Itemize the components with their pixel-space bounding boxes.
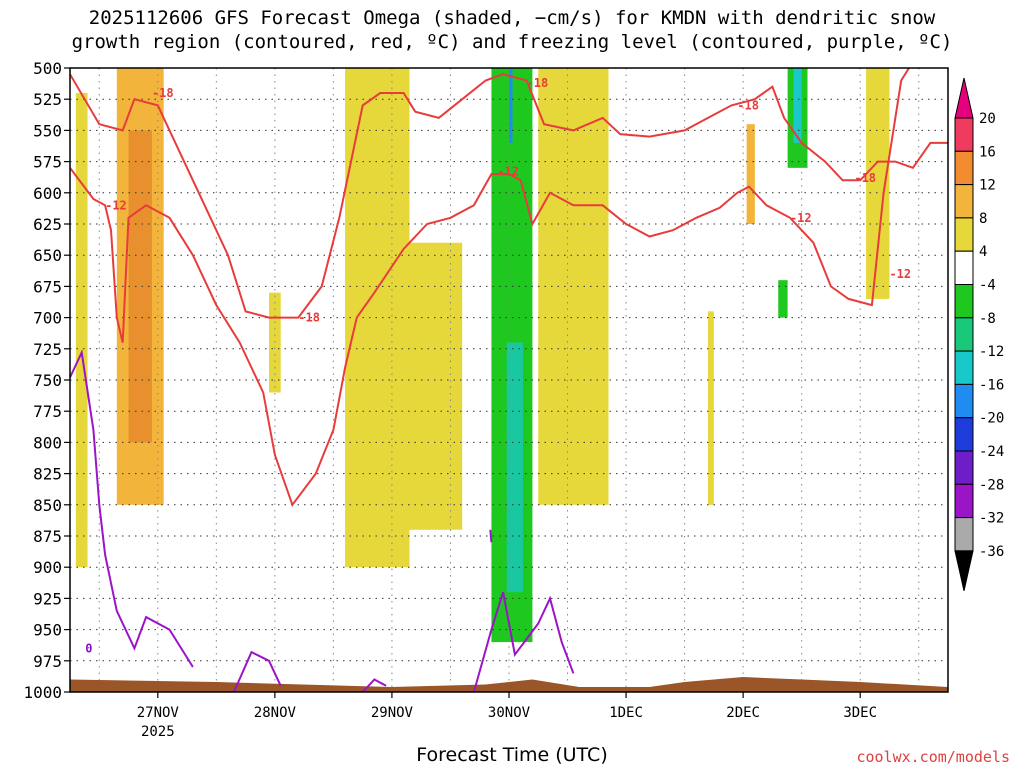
x-tick-label-2DEC: 2DEC <box>726 705 760 721</box>
colorbar-label--24: -24 <box>979 444 1004 460</box>
colorbar-swatch-3 <box>954 217 974 252</box>
colorbar-swatch-1 <box>954 150 974 186</box>
y-tick-label-1000: 1000 <box>23 683 62 702</box>
omega-shade-15 <box>866 68 890 299</box>
x-axis-title: Forecast Time (UTC) <box>416 744 608 766</box>
y-tick-label-950: 950 <box>33 621 62 640</box>
omega-shade-0 <box>75 92 88 568</box>
contour-label--12-0: -12 <box>105 198 127 212</box>
y-tick-label-575: 575 <box>33 153 62 172</box>
colorbar-label-20: 20 <box>979 111 996 127</box>
colorbar-swatch-5 <box>954 284 974 319</box>
omega-shade-14 <box>778 280 788 318</box>
contour-line-0-part-3 <box>489 529 493 543</box>
colorbar-swatch-2 <box>954 184 974 219</box>
colorbar-bottom-arrow <box>954 550 974 592</box>
y-tick-label-500: 500 <box>33 59 62 78</box>
colorbar-label--32: -32 <box>979 511 1004 527</box>
chart-title-line1: 2025112606 GFS Forecast Omega (shaded, −… <box>88 7 936 29</box>
y-tick-label-800: 800 <box>33 433 62 452</box>
y-tick-label-675: 675 <box>33 277 62 296</box>
y-tick-label-700: 700 <box>33 309 62 328</box>
credit-link[interactable]: coolwx.com/models <box>856 748 1010 766</box>
x-tick-label-27NOV: 27NOV <box>137 705 180 721</box>
y-tick-label-625: 625 <box>33 215 62 234</box>
y-tick-label-725: 725 <box>33 340 62 359</box>
contour-line-0-part-1 <box>361 678 387 692</box>
y-tick-label-775: 775 <box>33 402 62 421</box>
y-tick-label-825: 825 <box>33 465 62 484</box>
y-tick-label-525: 525 <box>33 90 62 109</box>
colorbar-swatch-6 <box>954 317 974 352</box>
y-tick-label-975: 975 <box>33 652 62 671</box>
y-tick-label-900: 900 <box>33 558 62 577</box>
omega-shade-13 <box>793 68 802 143</box>
colorbar-label--8: -8 <box>979 311 996 327</box>
contour-label-0-0: 0 <box>85 641 92 655</box>
colorbar-swatch-4 <box>954 250 974 285</box>
omega-shade-3 <box>269 292 281 393</box>
terrain-surface <box>70 677 948 692</box>
omega-shade-5 <box>403 242 463 530</box>
y-tick-label-850: 850 <box>33 496 62 515</box>
colorbar-label--16: -16 <box>979 377 1004 393</box>
contour-line-0 <box>70 349 194 668</box>
x-tick-label-3DEC: 3DEC <box>843 705 877 721</box>
colorbar-label--12: -12 <box>979 344 1004 360</box>
colorbar-label-16: 16 <box>979 144 996 160</box>
contour-label--18-1: -18 <box>298 311 320 325</box>
x-tick-label-28NOV: 28NOV <box>254 705 297 721</box>
x-tick-label-1DEC: 1DEC <box>609 705 643 721</box>
colorbar-swatch-0 <box>954 117 974 152</box>
contour-line--12 <box>70 68 911 507</box>
y-tick-label-925: 925 <box>33 589 62 608</box>
contour-label--18-0: -18 <box>152 86 174 100</box>
omega-shade-8 <box>509 68 513 143</box>
x-tick-year-label: 2025 <box>141 724 175 740</box>
x-tick-label-29NOV: 29NOV <box>371 705 414 721</box>
y-tick-label-875: 875 <box>33 527 62 546</box>
omega-shade-10 <box>708 311 714 505</box>
y-tick-label-600: 600 <box>33 184 62 203</box>
colorbar-swatch-7 <box>954 350 974 385</box>
colorbar-swatch-10 <box>954 450 974 485</box>
omega-shade-11 <box>746 124 755 224</box>
colorbar-label--4: -4 <box>979 278 996 294</box>
colorbar-label-12: 12 <box>979 178 996 194</box>
colorbar-swatch-9 <box>954 417 974 452</box>
omega-shade-2 <box>128 130 152 443</box>
contour-line--18 <box>70 73 948 319</box>
colorbar-label--36: -36 <box>979 544 1004 560</box>
y-tick-label-750: 750 <box>33 371 62 390</box>
y-tick-label-550: 550 <box>33 121 62 140</box>
colorbar-swatch-8 <box>954 383 974 419</box>
contour-label--18-2: -18 <box>527 76 549 90</box>
chart-title-line2: growth region (contoured, red, ºC) and f… <box>71 31 953 53</box>
colorbar-label--20: -20 <box>979 411 1004 427</box>
colorbar-swatch-11 <box>954 483 974 519</box>
contour-line-0-part-2 <box>472 591 575 692</box>
contour-label--18-4: -18 <box>854 171 876 185</box>
x-tick-label-30NOV: 30NOV <box>488 705 531 721</box>
colorbar-swatch-12 <box>954 517 974 552</box>
contour-label--12-2: -12 <box>790 211 812 225</box>
contour-label--12-1: -12 <box>497 165 519 179</box>
colorbar-label-8: 8 <box>979 211 987 227</box>
contour-label--12-3: -12 <box>889 267 911 281</box>
colorbar-top-arrow <box>954 77 974 119</box>
colorbar-label-4: 4 <box>979 244 987 260</box>
y-tick-label-650: 650 <box>33 246 62 265</box>
contour-line-0-part-0 <box>232 650 282 692</box>
omega-shade-7 <box>506 342 524 593</box>
contour-label--18-3: -18 <box>737 98 759 112</box>
colorbar-label--28: -28 <box>979 477 1004 493</box>
